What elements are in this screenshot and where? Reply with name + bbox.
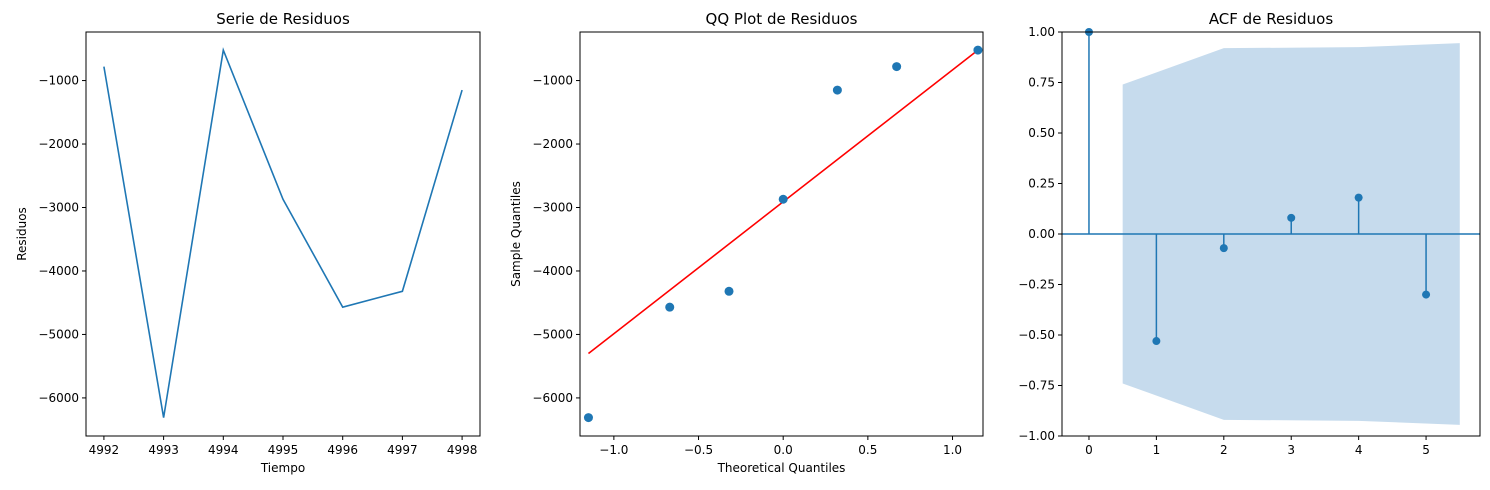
x-tick-label: 0.5 [858,443,877,457]
y-tick-label: 1.00 [1028,25,1055,39]
qq-plot-panel: −1.0 −0.5 0.0 0.5 1.0 −6000 −5000 −4000 −3000 −20… [509,10,984,475]
x-tick-label: 4992 [89,443,120,457]
y-tick-label: −6000 [38,391,79,405]
y-axis-label: Residuos [15,207,29,261]
qq-point [665,302,675,312]
qq-point [832,85,842,95]
acf-marker [1287,213,1296,222]
x-tick-label: 4995 [268,443,299,457]
y-tick-label: −2000 [532,137,573,151]
x-tick-label: 1 [1153,443,1161,457]
qq-point [892,62,902,72]
y-tick-label: −3000 [532,201,573,215]
y-tick-label: −0.50 [1018,328,1055,342]
x-tick-label: 4994 [208,443,239,457]
y-tick-label: −1000 [532,74,573,88]
y-tick-label: −0.75 [1018,379,1055,393]
acf-panel: 0 1 2 3 4 5 −1.00 −0.75 −0.50 −0.25 0.00 0.25 0.50 0.… [1018,10,1481,457]
y-tick-label: −5000 [38,327,79,341]
x-tick-label: 0.0 [774,443,793,457]
x-tick-label: 4997 [387,443,418,457]
acf-marker [1354,193,1363,202]
y-tick-label: −0.25 [1018,278,1055,292]
x-tick-label: 1.0 [943,443,962,457]
x-tick-label: 4993 [148,443,179,457]
y-tick-label: −4000 [532,264,573,278]
acf-marker [1152,337,1161,346]
qq-point [778,194,788,204]
chart-title: ACF de Residuos [1209,10,1334,28]
chart-title: Serie de Residuos [216,10,350,28]
axes-frame [85,31,481,437]
y-tick-label: −2000 [38,137,79,151]
acf-marker [1422,290,1431,299]
qq-point [583,413,593,423]
x-tick-label: 4998 [447,443,478,457]
y-tick-label: 0.25 [1028,177,1055,191]
x-tick-label: 5 [1422,443,1430,457]
y-axis-label: Sample Quantiles [509,181,523,287]
x-tick-label: 0 [1085,443,1093,457]
x-tick-label: 3 [1287,443,1295,457]
y-tick-label: −5000 [532,327,573,341]
y-tick-label: 0.00 [1028,227,1055,241]
residual-series-panel: 4992 4993 4994 4995 4996 4997 4998 −6000 −5000 −4… [15,10,481,475]
acf-marker [1219,244,1228,253]
y-tick-label: −4000 [38,264,79,278]
x-axis-label: Tiempo [260,461,305,475]
x-tick-label: 4 [1355,443,1363,457]
x-tick-label: 2 [1220,443,1228,457]
qq-point [724,286,734,296]
residual-line [103,47,463,418]
y-tick-label: −3000 [38,201,79,215]
x-tick-label: −0.5 [684,443,713,457]
y-tick-label: 0.50 [1028,126,1055,140]
qq-point [973,45,983,55]
y-tick-label: 0.75 [1028,76,1055,90]
axes-frame [579,31,984,437]
y-tick-label: −1.00 [1018,429,1055,443]
y-tick-label: −6000 [532,391,573,405]
x-tick-label: −1.0 [599,443,628,457]
y-tick-label: −1000 [38,74,79,88]
chart-title: QQ Plot de Residuos [706,10,858,28]
x-axis-label: Theoretical Quantiles [717,461,846,475]
x-tick-label: 4996 [327,443,358,457]
